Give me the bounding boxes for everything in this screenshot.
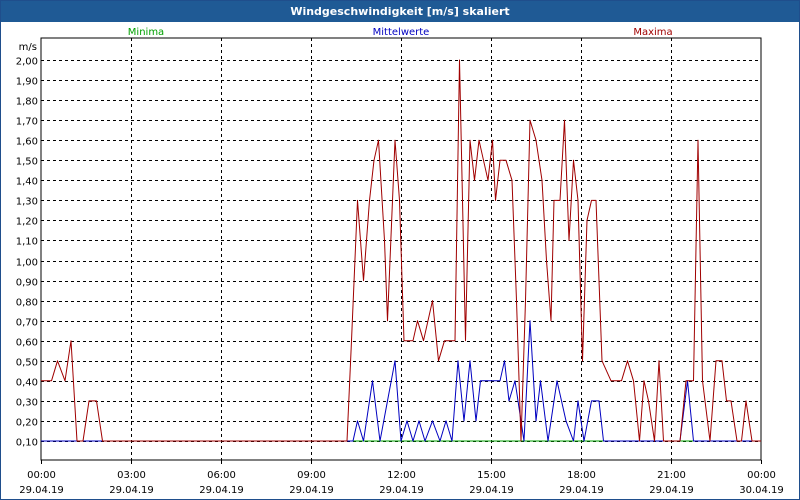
x-tick-time: 09:00 <box>297 470 326 481</box>
y-tick-label: 2,00 <box>16 57 38 68</box>
y-tick-label: 1,60 <box>16 137 38 148</box>
x-tick-date: 29.04.19 <box>379 485 424 496</box>
y-tick-label: 0,90 <box>16 278 38 289</box>
x-tick-time: 18:00 <box>567 470 596 481</box>
x-tick-date: 29.04.19 <box>469 485 514 496</box>
y-tick-label: 1,90 <box>16 77 38 88</box>
x-tick-time: 00:00 <box>747 470 776 481</box>
legend-maxima: Maxima <box>633 27 672 38</box>
y-tick-label: 0,30 <box>16 398 38 409</box>
x-tick-date: 29.04.19 <box>109 485 154 496</box>
y-tick-label: 1,50 <box>16 157 38 168</box>
x-tick-time: 00:00 <box>27 470 56 481</box>
y-tick-label: 0,50 <box>16 358 38 369</box>
y-tick-label: 0,60 <box>16 338 38 349</box>
x-tick-time: 21:00 <box>657 470 686 481</box>
y-tick-label: 1,10 <box>16 237 38 248</box>
y-tick-label: 0,20 <box>16 418 38 429</box>
legend-minima: Minima <box>128 27 164 38</box>
y-tick-label: 0,40 <box>16 378 38 389</box>
chart-title: Windgeschwindigkeit [m/s] skaliert <box>1 1 799 22</box>
y-tick-label: 0,10 <box>16 438 38 449</box>
x-tick-time: 15:00 <box>477 470 506 481</box>
x-tick-date: 29.04.19 <box>649 485 694 496</box>
x-tick-date: 29.04.19 <box>289 485 334 496</box>
y-tick-label: 0,80 <box>16 298 38 309</box>
y-axis-label: m/s <box>19 42 37 53</box>
y-tick-label: 1,00 <box>16 258 38 269</box>
legend-mittelwerte: Mittelwerte <box>373 27 430 38</box>
x-tick-date: 29.04.19 <box>559 485 604 496</box>
series-line-maxima <box>41 59 761 442</box>
y-tick-label: 1,20 <box>16 217 38 228</box>
y-tick-label: 1,70 <box>16 117 38 128</box>
series-line-mittelwerte <box>41 320 761 442</box>
y-tick-label: 0,70 <box>16 318 38 329</box>
x-tick-date: 29.04.19 <box>199 485 244 496</box>
x-tick-time: 03:00 <box>117 470 146 481</box>
x-tick-date: 29.04.19 <box>19 485 64 496</box>
x-tick-time: 12:00 <box>387 470 416 481</box>
y-tick-label: 1,80 <box>16 97 38 108</box>
y-tick-label: 1,30 <box>16 197 38 208</box>
y-tick-label: 1,40 <box>16 177 38 188</box>
x-tick-time: 06:00 <box>207 470 236 481</box>
x-tick-date: 30.04.19 <box>739 485 784 496</box>
